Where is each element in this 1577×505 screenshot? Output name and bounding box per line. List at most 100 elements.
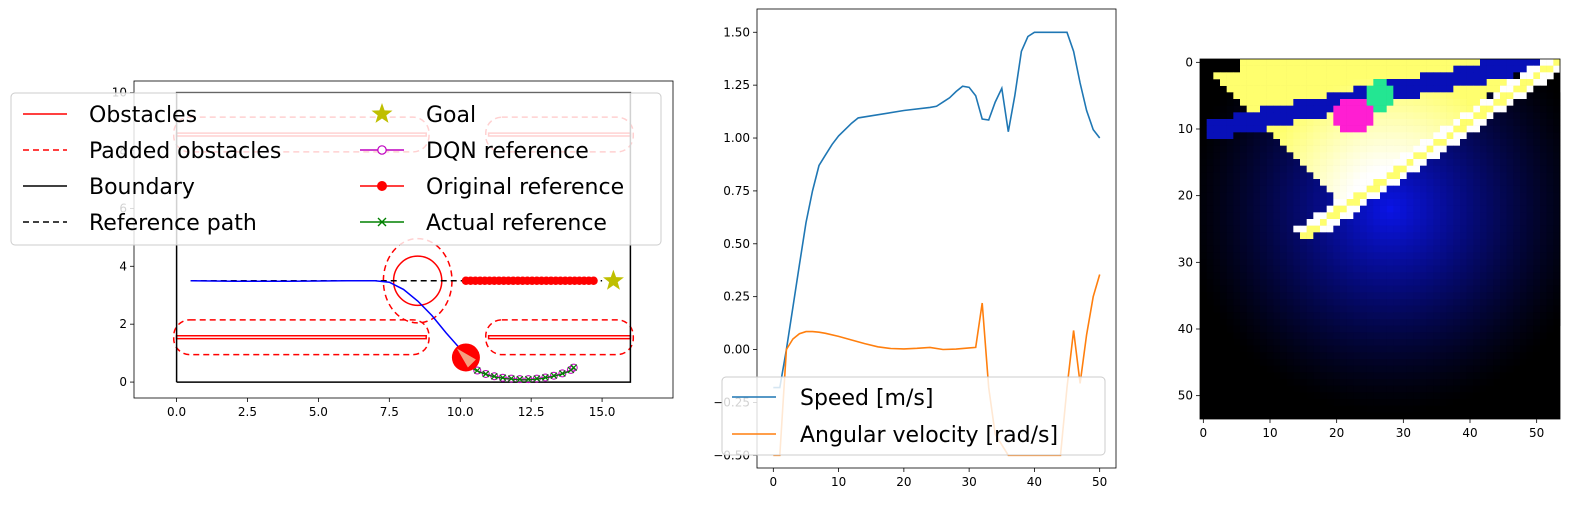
heatmap-cell <box>1346 385 1354 393</box>
heatmap-cell <box>1420 59 1427 66</box>
heatmap-cell <box>1353 365 1361 373</box>
heatmap-cell <box>1200 139 1207 146</box>
heatmap-cell <box>1373 179 1381 186</box>
heatmap-cell <box>1213 132 1221 140</box>
heatmap-cell <box>1420 99 1427 106</box>
heatmap-cell <box>1246 225 1254 233</box>
heatmap-cell <box>1286 312 1294 320</box>
heatmap-cell <box>1266 179 1274 186</box>
heatmap-cell <box>1453 125 1461 133</box>
heatmap-cell <box>1526 339 1534 346</box>
heatmap-cell <box>1440 272 1447 280</box>
dqn-reference-point <box>569 363 578 372</box>
heatmap-cell <box>1506 99 1514 106</box>
heatmap-cell <box>1286 152 1294 160</box>
heatmap-cell <box>1300 165 1307 173</box>
heatmap-cell <box>1526 285 1534 293</box>
heatmap-cell <box>1546 145 1554 153</box>
heatmap-cell <box>1386 279 1394 286</box>
heatmap-cell <box>1386 105 1394 113</box>
heatmap-cell <box>1486 285 1494 293</box>
heatmap-cell <box>1413 79 1421 86</box>
heatmap-cell <box>1200 219 1207 226</box>
heatmap-cell <box>1406 119 1414 126</box>
heatmap-cell <box>1340 159 1347 166</box>
heatmap-cell <box>1553 119 1561 126</box>
heatmap-cell <box>1433 265 1441 273</box>
heatmap-cell <box>1540 145 1547 153</box>
heatmap-cell <box>1380 99 1387 106</box>
heatmap-cell <box>1280 139 1287 146</box>
heatmap-cell <box>1460 345 1467 353</box>
heatmap-cell <box>1433 185 1441 193</box>
heatmap-cell <box>1260 272 1267 280</box>
heatmap-cell <box>1366 345 1374 353</box>
heatmap-cell <box>1553 299 1561 306</box>
heatmap-cell <box>1473 305 1481 313</box>
heatmap-cell <box>1306 132 1314 140</box>
heatmap-cell <box>1273 105 1281 113</box>
heatmap-cell <box>1233 205 1241 213</box>
heatmap-cell <box>1326 119 1334 126</box>
heatmap-cell <box>1533 99 1541 106</box>
heatmap-cell <box>1446 279 1454 286</box>
heatmap-cell <box>1260 285 1267 293</box>
heatmap-cell <box>1500 179 1507 186</box>
heatmap-cell <box>1400 205 1407 213</box>
heatmap-cell <box>1306 385 1314 393</box>
heatmap-cell <box>1306 185 1314 193</box>
heatmap-cell <box>1440 152 1447 160</box>
heatmap-cell <box>1520 272 1527 280</box>
heatmap-cell <box>1373 405 1381 413</box>
heatmap-cell <box>1386 205 1394 213</box>
heatmap-cell <box>1426 299 1434 306</box>
heatmap-cell <box>1433 79 1441 86</box>
heatmap-cell <box>1260 232 1267 240</box>
heatmap-cell <box>1300 85 1307 93</box>
heatmap-cell <box>1446 92 1454 100</box>
heatmap-cell <box>1380 232 1387 240</box>
heatmap-cell <box>1286 259 1294 266</box>
heatmap-cell <box>1320 272 1327 280</box>
heatmap-cell <box>1533 272 1541 280</box>
heatmap-cell <box>1226 125 1234 133</box>
heatmap-cell <box>1533 232 1541 240</box>
heatmap-cell <box>1280 259 1287 266</box>
heatmap-cell <box>1326 399 1334 406</box>
heatmap-cell <box>1413 299 1421 306</box>
heatmap-cell <box>1453 359 1461 366</box>
heatmap-cell <box>1540 85 1547 93</box>
heatmap-cell <box>1286 79 1294 86</box>
axes-frame <box>1199 58 1561 420</box>
heatmap-cell <box>1260 125 1267 133</box>
heatmap-cell <box>1433 379 1441 386</box>
heatmap-cell <box>1206 125 1214 133</box>
heatmap-cell <box>1266 299 1274 306</box>
heatmap-cell <box>1420 199 1427 206</box>
heatmap-cell <box>1373 385 1381 393</box>
heatmap-cell <box>1520 205 1527 213</box>
heatmap-cell <box>1420 392 1427 400</box>
heatmap-cell <box>1300 185 1307 193</box>
heatmap-cell <box>1253 185 1261 193</box>
heatmap-cell <box>1446 399 1454 406</box>
heatmap-cell <box>1420 265 1427 273</box>
heatmap-cell <box>1246 59 1254 66</box>
heatmap-cell <box>1266 172 1274 180</box>
heatmap-cell <box>1400 352 1407 360</box>
heatmap-cell <box>1226 85 1234 93</box>
heatmap-cell <box>1366 279 1374 286</box>
heatmap-cell <box>1400 365 1407 373</box>
heatmap-cell <box>1366 239 1374 246</box>
heatmap-cell <box>1246 332 1254 340</box>
heatmap-cell <box>1440 265 1447 273</box>
heatmap-cell <box>1373 252 1381 260</box>
heatmap-cell <box>1213 279 1221 286</box>
heatmap-cell <box>1513 292 1521 300</box>
heatmap-cell <box>1546 205 1554 213</box>
heatmap-cell <box>1280 345 1287 353</box>
heatmap-cell <box>1433 299 1441 306</box>
heatmap-cell <box>1386 265 1394 273</box>
x-tick-label: 50 <box>1529 426 1544 440</box>
legend-label: Speed [m/s] <box>800 386 933 411</box>
